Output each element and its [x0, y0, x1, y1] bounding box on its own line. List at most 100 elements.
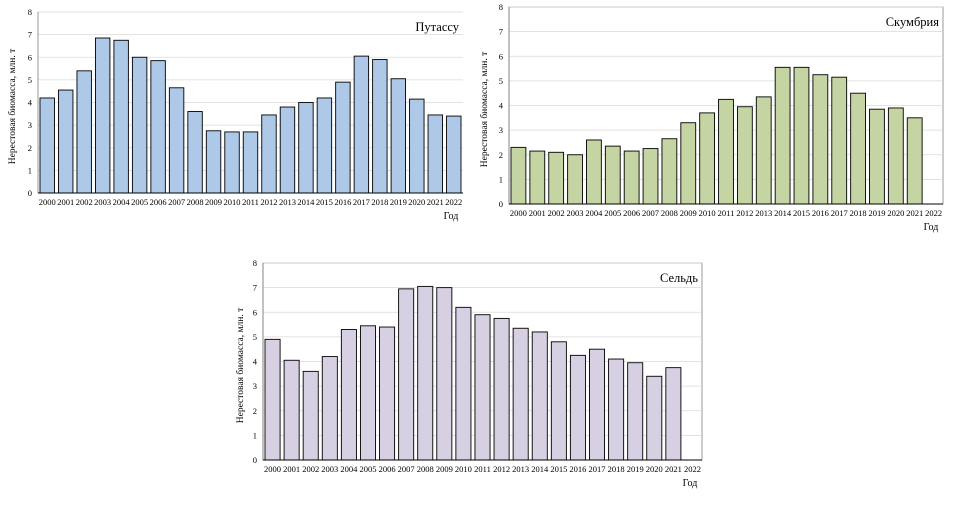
- x-tick-label: 2013: [279, 197, 296, 207]
- bar-2021: [665, 367, 682, 461]
- x-tick-label: 2006: [623, 208, 640, 218]
- chart-title: Путассу: [415, 20, 459, 34]
- x-tick-label: 2022: [445, 197, 462, 207]
- y-tick-label: 2: [499, 150, 503, 160]
- x-tick-label: 2011: [242, 197, 259, 207]
- bar-2005: [359, 325, 376, 461]
- bar-2016: [569, 354, 586, 461]
- x-tick-label: 2001: [57, 197, 74, 207]
- bar-2002: [548, 151, 565, 205]
- x-tick-label: 2014: [297, 197, 315, 207]
- bar-2009: [205, 130, 222, 194]
- bar-2006: [150, 60, 166, 194]
- bar-2000: [510, 146, 527, 205]
- x-tick-label: 2016: [569, 464, 586, 474]
- x-tick-label: 2010: [224, 197, 241, 207]
- bar-2022: [446, 115, 462, 194]
- y-axis-title: Нерестовая биомасса, млн. т: [479, 51, 490, 167]
- y-tick-label: 6: [28, 52, 32, 62]
- y-tick-label: 2: [28, 143, 32, 153]
- bar-2018: [372, 59, 388, 194]
- bar-2013: [279, 106, 296, 194]
- y-tick-label: 5: [253, 332, 257, 342]
- y-tick-label: 0: [28, 188, 32, 198]
- bar-2014: [298, 102, 314, 194]
- bar-2007: [168, 87, 185, 194]
- y-tick-label: 7: [253, 283, 257, 293]
- y-tick-label: 8: [28, 7, 32, 17]
- y-tick-label: 4: [28, 98, 33, 108]
- x-tick-label: 2017: [831, 208, 848, 218]
- x-tick-label: 2018: [850, 208, 867, 218]
- y-tick-label: 3: [28, 120, 32, 130]
- x-tick-label: 2019: [868, 208, 885, 218]
- x-axis-title: Год: [683, 478, 698, 489]
- bar-2005: [131, 56, 148, 194]
- bar-2011: [474, 314, 491, 461]
- bar-2017: [353, 55, 370, 194]
- bar-2012: [493, 317, 510, 461]
- x-axis-title: Год: [924, 222, 939, 233]
- bar-2006: [379, 326, 396, 461]
- bar-2014: [531, 331, 548, 461]
- bar-2009: [436, 287, 453, 461]
- bar-2001: [283, 359, 300, 461]
- x-tick-label: 2012: [493, 464, 510, 474]
- bar-2020: [887, 107, 904, 205]
- x-tick-label: 2017: [589, 464, 606, 474]
- x-tick-label: 2019: [390, 197, 407, 207]
- x-tick-label: 2021: [906, 208, 923, 218]
- x-tick-label: 2003: [321, 464, 338, 474]
- bar-2004: [113, 39, 129, 194]
- bar-2018: [850, 92, 866, 205]
- y-tick-label: 1: [28, 165, 32, 175]
- x-tick-label: 2015: [793, 208, 810, 218]
- x-tick-label: 2009: [205, 197, 222, 207]
- bar-2006: [623, 150, 640, 205]
- bar-2014: [774, 66, 791, 205]
- x-tick-label: 2000: [264, 464, 281, 474]
- bar-2011: [718, 98, 734, 205]
- y-tick-label: 3: [253, 381, 257, 391]
- y-tick-label: 5: [499, 76, 503, 86]
- bar-2010: [455, 306, 472, 461]
- x-tick-label: 2002: [76, 197, 93, 207]
- x-tick-label: 2011: [718, 208, 735, 218]
- bar-2013: [755, 96, 772, 205]
- bar-2012: [261, 114, 277, 194]
- x-tick-label: 2006: [150, 197, 167, 207]
- y-axis-title: Нерестовая биомасса, млн. т: [235, 307, 246, 423]
- y-tick-label: 1: [253, 430, 257, 440]
- y-tick-label: 0: [499, 199, 503, 209]
- x-tick-label: 2010: [455, 464, 472, 474]
- x-tick-label: 2016: [812, 208, 829, 218]
- x-tick-label: 2012: [736, 208, 753, 218]
- x-tick-label: 2004: [340, 464, 358, 474]
- x-tick-label: 2020: [646, 464, 663, 474]
- y-axis-title: Нерестовая биомасса, млн. т: [7, 48, 18, 164]
- x-tick-label: 2021: [427, 197, 444, 207]
- x-tick-label: 2012: [260, 197, 277, 207]
- x-tick-label: 2005: [359, 464, 376, 474]
- chart-title: Скумбрия: [886, 15, 940, 29]
- x-tick-label: 2014: [774, 208, 792, 218]
- bar-2017: [589, 348, 606, 461]
- bar-2015: [793, 66, 810, 205]
- x-tick-label: 2004: [585, 208, 603, 218]
- x-tick-label: 2009: [680, 208, 697, 218]
- y-tick-label: 4: [499, 101, 504, 111]
- x-tick-label: 2008: [417, 464, 434, 474]
- bar-2000: [264, 338, 281, 461]
- bar-2002: [302, 370, 319, 461]
- bar-2019: [627, 362, 644, 461]
- x-tick-label: 2021: [665, 464, 682, 474]
- bar-2003: [321, 356, 338, 461]
- x-tick-label: 2000: [39, 197, 56, 207]
- y-tick-label: 6: [253, 307, 257, 317]
- y-tick-label: 7: [28, 30, 32, 40]
- bar-2020: [646, 375, 663, 461]
- x-tick-label: 2005: [604, 208, 621, 218]
- bar-2011: [242, 131, 259, 194]
